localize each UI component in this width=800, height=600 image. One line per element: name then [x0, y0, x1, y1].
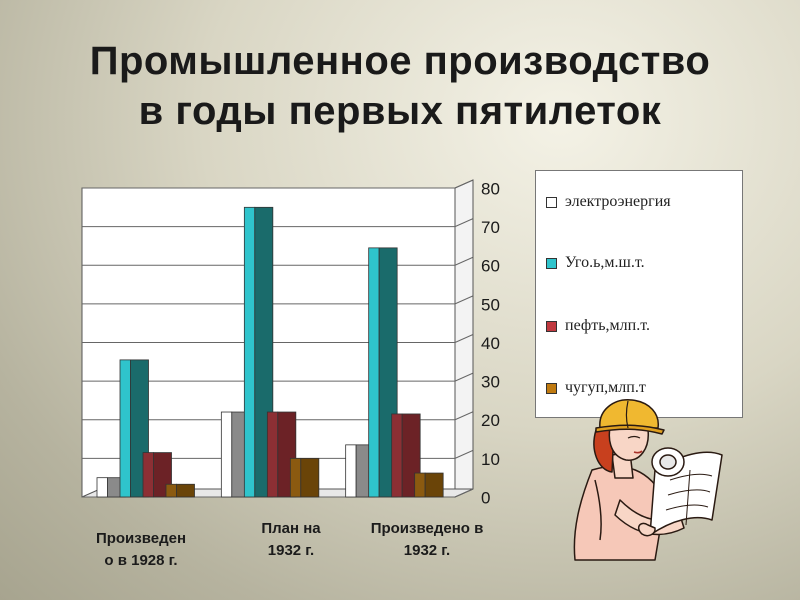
legend-swatch-electricity [546, 196, 557, 208]
bar-coal-0 [119, 359, 131, 498]
gridline-depth [454, 372, 474, 382]
category-label-1932: Произведено в 1932 г. [370, 520, 484, 559]
y-tick-label: 50 [481, 295, 500, 314]
gridline-depth [454, 179, 474, 189]
y-tick-label: 30 [481, 373, 500, 392]
page-title: Промышленное производство в годы первых … [0, 36, 800, 136]
y-tick-label: 80 [481, 179, 500, 198]
category-label-plan-1932: План на 1932 г. [261, 520, 321, 559]
gridline-depth [454, 295, 474, 305]
legend-swatch-iron [546, 382, 557, 394]
y-tick-label: 40 [481, 334, 500, 353]
bar-iron-2-side [424, 472, 444, 498]
legend-item-coal: Уго.ь,м.ш.т. [546, 253, 645, 273]
bar-oil-1 [266, 411, 279, 498]
category-label-1928: Произведен о в 1928 г. [95, 530, 187, 569]
bar-electricity-1 [220, 411, 233, 498]
title-line-1: Промышленное производство [89, 39, 711, 83]
gridline-depth [454, 449, 474, 459]
bar-electricity-0 [96, 477, 108, 498]
bar-iron-1 [289, 457, 302, 498]
y-tick-label: 70 [481, 218, 500, 237]
y-tick-label: 20 [481, 411, 500, 430]
bar-oil-2 [391, 413, 403, 498]
bar-coal-2 [368, 247, 380, 498]
legend-item-iron: чугуп,млп.т [546, 378, 646, 398]
y-tick-label: 60 [481, 257, 500, 276]
y-tick-label: 0 [481, 488, 490, 507]
bar-iron-2 [414, 472, 426, 498]
legend-swatch-oil [546, 320, 557, 332]
bar-iron-0-side [176, 483, 195, 498]
legend-item-oil: пефть,млп.т. [546, 316, 650, 336]
gridline-depth [454, 411, 474, 421]
bar-oil-0 [142, 452, 154, 498]
gridline-depth [454, 488, 474, 498]
gridline-depth [454, 218, 474, 228]
bar-iron-1-side [300, 457, 320, 498]
title-line-2: в годы первых пятилеток [138, 89, 662, 133]
chart-legend: электроэнергия Уго.ь,м.ш.т. пефть,млп.т.… [535, 170, 743, 418]
bar-iron-0 [165, 483, 177, 498]
bar-coal-1 [243, 206, 256, 498]
legend-swatch-coal [546, 257, 557, 269]
bar-electricity-2 [345, 444, 357, 498]
y-tick-label: 10 [481, 450, 500, 469]
gridline-depth [454, 334, 474, 343]
legend-item-electricity: электроэнергия [546, 192, 671, 212]
gridline-depth [454, 256, 474, 266]
